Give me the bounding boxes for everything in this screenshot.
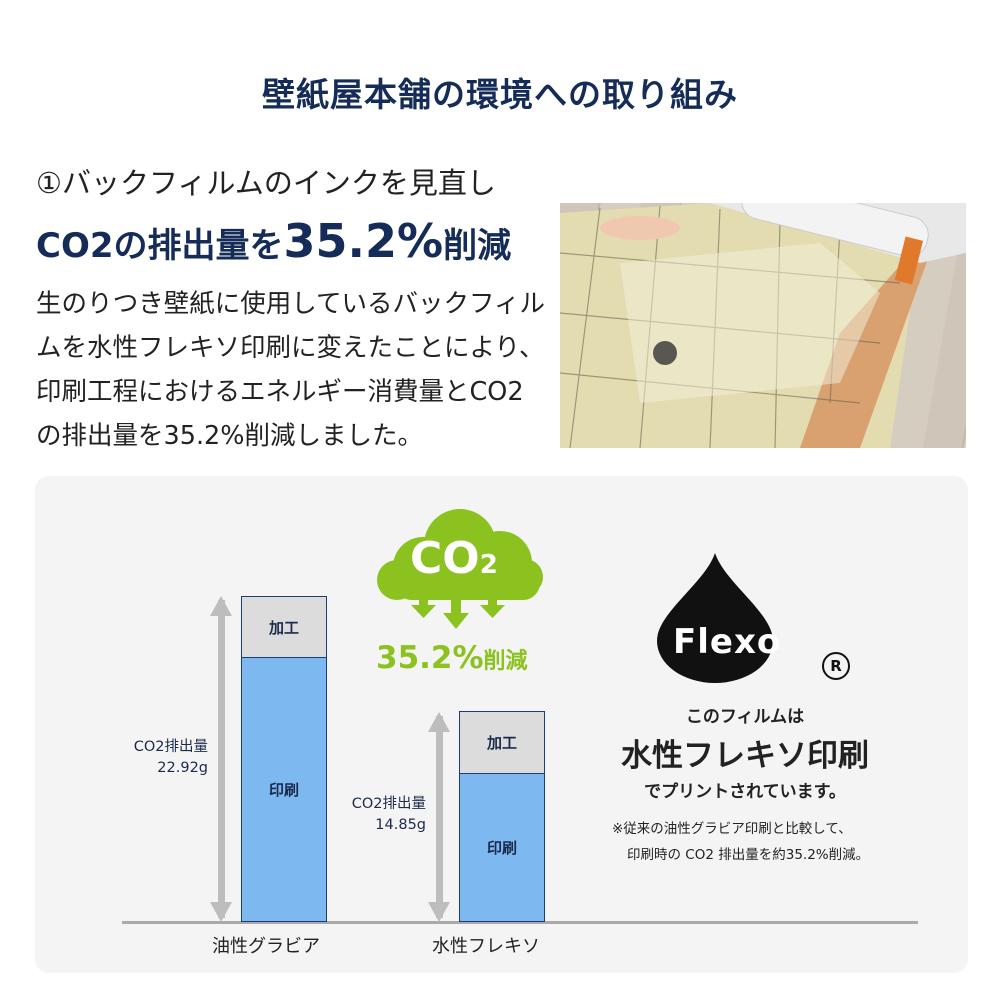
page-title: 壁紙屋本舗の環境への取り組み bbox=[262, 75, 738, 114]
registered-mark: R bbox=[822, 652, 850, 680]
subheading: ①バックフィルムのインクを見直し bbox=[36, 166, 496, 200]
category-label: 油性グラビア bbox=[212, 936, 320, 957]
film-line1: このフィルムは bbox=[685, 707, 805, 727]
headline-pre: CO2の排出量を bbox=[36, 226, 284, 266]
note-line2: 印刷時の CO2 排出量を約35.2%削減。 bbox=[627, 847, 870, 863]
segment-printing: 印刷 bbox=[242, 658, 326, 921]
reduction-suffix: 削減 bbox=[483, 649, 528, 674]
ink-drop-icon bbox=[655, 553, 775, 683]
headline-post: 削減 bbox=[443, 226, 512, 266]
segment-processing: 加工 bbox=[460, 712, 544, 774]
baseline bbox=[122, 921, 918, 924]
flexo-logo-text: Flexo bbox=[673, 622, 782, 662]
flexo-logo: Flexo bbox=[673, 622, 781, 662]
bar-water-flexo: 加工 印刷 bbox=[459, 711, 545, 922]
reduction-label: 35.2%削減 bbox=[376, 640, 528, 676]
film-line2: 水性フレキソ印刷 bbox=[621, 738, 869, 774]
bar-oil-gravure: 加工 印刷 bbox=[241, 596, 327, 922]
cloud-sub: 2 bbox=[479, 550, 498, 580]
co2-cloud-icon bbox=[375, 505, 545, 655]
cloud-label: CO2 bbox=[410, 533, 498, 584]
bar-value: 14.85g bbox=[375, 817, 426, 833]
cloud-co: CO bbox=[410, 533, 480, 584]
category-label: 水性フレキソ bbox=[432, 936, 540, 957]
headline: CO2の排出量を35.2%削減 bbox=[36, 214, 511, 268]
bar-value: 22.92g bbox=[157, 760, 208, 776]
bar-label-text: CO2排出量 bbox=[133, 739, 208, 755]
bar-label: CO2排出量 22.92g bbox=[100, 737, 208, 779]
segment-printing: 印刷 bbox=[460, 774, 544, 921]
body-text: 生のりつき壁紙に使用しているバックフィルムを水性フレキソ印刷に変えたことにより、… bbox=[36, 289, 545, 451]
height-arrow-icon bbox=[210, 596, 232, 922]
product-photo bbox=[560, 203, 966, 448]
bar-label-text: CO2排出量 bbox=[351, 796, 426, 812]
film-line3: でプリントされています。 bbox=[644, 782, 846, 802]
segment-processing: 加工 bbox=[242, 597, 326, 658]
height-arrow-icon bbox=[428, 712, 450, 922]
headline-value: 35.2% bbox=[283, 214, 444, 268]
reduction-value: 35.2% bbox=[376, 640, 484, 676]
bar-label: CO2排出量 14.85g bbox=[318, 794, 426, 836]
note-line1: ※従来の油性グラビア印刷と比較して、 bbox=[612, 821, 852, 837]
